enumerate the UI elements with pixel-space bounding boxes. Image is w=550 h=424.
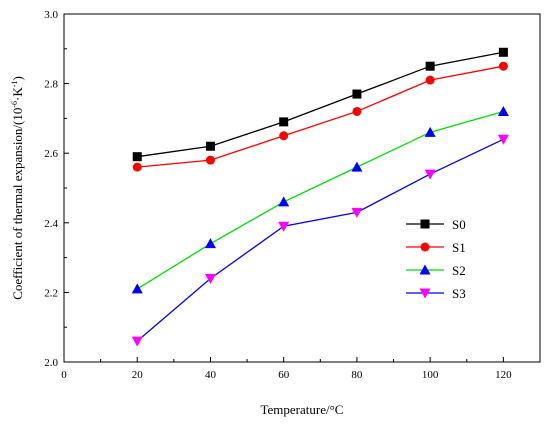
x-tick-label: 20 xyxy=(132,369,144,381)
legend-item: S0 xyxy=(406,217,466,232)
plot-frame xyxy=(63,13,541,363)
x-tick-label: 40 xyxy=(205,369,217,381)
legend-label: S0 xyxy=(452,217,466,232)
data-point xyxy=(279,117,289,127)
data-point xyxy=(131,283,143,294)
legend-label: S1 xyxy=(452,240,466,255)
legend: S0 S1 S2 S3 xyxy=(406,217,466,301)
data-point xyxy=(351,161,363,172)
data-point xyxy=(132,162,142,172)
data-point xyxy=(351,207,363,218)
data-point xyxy=(279,131,289,141)
data-point xyxy=(205,155,215,165)
y-tick-label: 2.6 xyxy=(44,148,58,160)
y-axis-title: Coefficient of thermal expansion/(10-6·K… xyxy=(10,76,25,300)
x-tick-label: 60 xyxy=(278,369,290,381)
data-point xyxy=(131,336,143,347)
x-tick-label: 120 xyxy=(495,369,512,381)
data-point xyxy=(278,221,290,232)
data-point xyxy=(204,273,216,284)
data-point xyxy=(352,106,362,116)
series-line xyxy=(136,110,504,290)
y-tick-label: 2.2 xyxy=(44,287,58,299)
x-tick-label: 80 xyxy=(351,369,363,381)
y-tick-label: 3.0 xyxy=(44,9,58,21)
data-point xyxy=(498,61,508,71)
series-line xyxy=(137,51,504,158)
axes: 0 20 40 60 80 100 120 2.0 2.2 2.4 2.6 2.8 3.0 xyxy=(44,9,512,381)
legend-marker xyxy=(419,264,431,275)
data-point xyxy=(352,89,362,99)
data-point xyxy=(425,75,435,85)
x-axis-title: Temperature/°C xyxy=(261,402,344,417)
data-point xyxy=(424,169,436,180)
series-S0 xyxy=(132,47,508,162)
series-line xyxy=(136,138,504,342)
legend-item: S1 xyxy=(406,240,466,255)
data-point xyxy=(132,152,142,162)
data-point xyxy=(278,196,290,207)
series-S3 xyxy=(131,134,509,347)
legend-marker xyxy=(420,219,430,229)
series-layer xyxy=(131,47,509,347)
series-S2 xyxy=(131,105,509,294)
data-point xyxy=(497,105,509,116)
y-tick-label: 2.8 xyxy=(44,79,58,91)
data-point xyxy=(204,238,216,249)
data-point xyxy=(425,61,435,71)
legend-marker xyxy=(419,288,431,299)
data-point xyxy=(424,126,436,137)
legend-label: S2 xyxy=(452,263,466,278)
data-point xyxy=(205,141,215,151)
series-S1 xyxy=(132,61,508,172)
legend-item: S2 xyxy=(406,263,466,278)
x-tick-label: 100 xyxy=(422,369,439,381)
y-tick-label: 2.0 xyxy=(44,357,58,369)
series-line xyxy=(137,65,504,168)
legend-marker xyxy=(420,242,430,252)
data-point xyxy=(498,47,508,57)
data-point xyxy=(497,134,509,145)
x-tick-label: 0 xyxy=(61,369,67,381)
legend-item: S3 xyxy=(406,286,466,301)
legend-label: S3 xyxy=(452,286,466,301)
y-tick-label: 2.4 xyxy=(44,218,58,230)
